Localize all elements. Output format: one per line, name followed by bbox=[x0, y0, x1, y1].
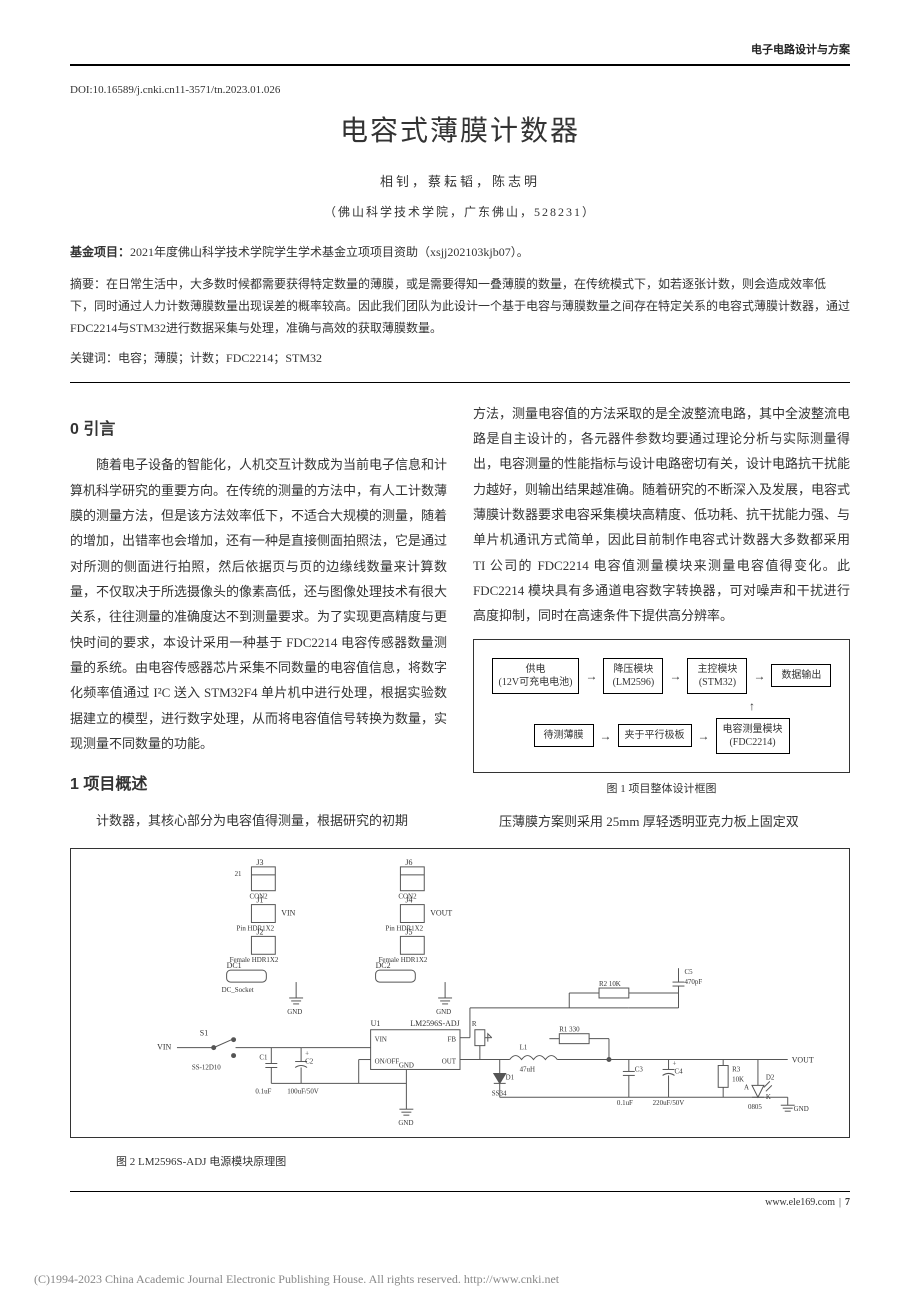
authors: 相钊，蔡耘韬，陈志明 bbox=[70, 170, 850, 194]
abstract-text: 在日常生活中，大多数时候都需要获得特定数量的薄膜，或是需要得知一叠薄膜的数量，在… bbox=[70, 277, 850, 335]
svg-text:U1: U1 bbox=[371, 1019, 381, 1028]
svg-text:470pF: 470pF bbox=[684, 978, 702, 986]
svg-text:220uF/50V: 220uF/50V bbox=[653, 1100, 685, 1108]
footer-page-number: 7 bbox=[845, 1194, 850, 1213]
header-rule bbox=[70, 64, 850, 66]
svg-text:47uH: 47uH bbox=[520, 1066, 535, 1074]
svg-text:FB: FB bbox=[448, 1036, 457, 1044]
footer-sep: | bbox=[839, 1194, 841, 1213]
right-column: 方法，测量电容值的方法采取的是全波整流电路，其中全波整流电路是自主设计的，各元器… bbox=[473, 401, 850, 835]
abstract-block: 摘要：在日常生活中，大多数时候都需要获得特定数量的薄膜，或是需要得知一叠薄膜的数… bbox=[70, 273, 850, 340]
keywords-block: 关键词：电容；薄膜；计数；FDC2214；STM32 bbox=[70, 347, 850, 369]
figure-1-diagram: 供电(12V可充电电池) → 降压模块(LM2596) → 主控模块(STM32… bbox=[473, 639, 850, 773]
keywords-label: 关键词： bbox=[70, 351, 118, 365]
svg-text:0805: 0805 bbox=[748, 1104, 762, 1112]
funding-label: 基金项目： bbox=[70, 245, 130, 259]
svg-text:GND: GND bbox=[399, 1062, 414, 1070]
copyright-line: (C)1994-2023 China Academic Journal Elec… bbox=[0, 1242, 920, 1290]
two-column-body: 0 引言 随着电子设备的智能化，人机交互计数成为当前电子信息和计算机科学研究的重… bbox=[70, 401, 850, 835]
figure-2-schematic: J3 21 CON2 J1 VIN Pin HDR1X2 J2 Female H… bbox=[70, 848, 850, 1138]
svg-text:21: 21 bbox=[235, 870, 242, 878]
svg-text:R1 330: R1 330 bbox=[559, 1026, 580, 1034]
doi-line: DOI:10.16589/j.cnki.cn11-3571/tn.2023.01… bbox=[70, 80, 850, 100]
svg-text:J5: J5 bbox=[405, 928, 412, 937]
right-col-p2: 压薄膜方案则采用 25mm 厚轻透明亚克力板上固定双 bbox=[473, 809, 850, 834]
svg-text:J3: J3 bbox=[256, 858, 263, 867]
affiliation: （佛山科学技术学院，广东佛山，528231） bbox=[70, 201, 850, 223]
svg-text:GND: GND bbox=[287, 1008, 302, 1016]
svg-text:C1: C1 bbox=[259, 1054, 268, 1062]
left-column: 0 引言 随着电子设备的智能化，人机交互计数成为当前电子信息和计算机科学研究的重… bbox=[70, 401, 447, 835]
diag-node-cap: 电容测量模块(FDC2214) bbox=[716, 718, 790, 754]
footer-url: www.ele169.com bbox=[765, 1194, 835, 1213]
funding-text: 2021年度佛山科学技术学院学生学术基金立项项目资助（xsjj202103kjb… bbox=[130, 245, 529, 259]
svg-text:D1: D1 bbox=[506, 1074, 515, 1082]
section-1-heading: 1 项目概述 bbox=[70, 770, 447, 800]
svg-text:SS-12D10: SS-12D10 bbox=[192, 1064, 221, 1072]
svg-text:LM2596S-ADJ: LM2596S-ADJ bbox=[410, 1019, 459, 1028]
arrow-right-icon: → bbox=[753, 670, 765, 682]
svg-text:C4: C4 bbox=[675, 1068, 684, 1076]
svg-text:C2: C2 bbox=[305, 1058, 314, 1066]
svg-text:C5: C5 bbox=[684, 969, 693, 977]
svg-text:+: + bbox=[673, 1060, 677, 1068]
diag-node-plate: 夹于平行极板 bbox=[618, 724, 692, 747]
diag-node-out: 数据输出 bbox=[771, 664, 831, 687]
figure-2-caption: 图 2 LM2596S-ADJ 电源模块原理图 bbox=[116, 1152, 850, 1172]
svg-text:J2: J2 bbox=[256, 928, 263, 937]
svg-text:D2: D2 bbox=[766, 1074, 775, 1082]
diag-node-film: 待测薄膜 bbox=[534, 724, 594, 747]
svg-text:0.1uF: 0.1uF bbox=[617, 1100, 633, 1108]
svg-text:0.1uF: 0.1uF bbox=[255, 1088, 271, 1096]
figure-1-caption: 图 1 项目整体设计框图 bbox=[473, 779, 850, 799]
svg-text:GND: GND bbox=[436, 1008, 451, 1016]
svg-text:DC2: DC2 bbox=[376, 962, 391, 971]
svg-text:L1: L1 bbox=[520, 1044, 528, 1052]
svg-text:DC1: DC1 bbox=[227, 962, 242, 971]
header-category: 电子电路设计与方案 bbox=[70, 40, 850, 64]
svg-text:S1: S1 bbox=[200, 1029, 208, 1038]
svg-text:100uF/50V: 100uF/50V bbox=[287, 1088, 319, 1096]
svg-text:R: R bbox=[472, 1020, 477, 1028]
svg-text:C3: C3 bbox=[635, 1066, 644, 1074]
svg-text:VOUT: VOUT bbox=[792, 1056, 814, 1065]
section-1-paragraph: 计数器，其核心部分为电容值得测量，根据研究的初期 bbox=[70, 808, 447, 833]
svg-text:R2 10K: R2 10K bbox=[599, 980, 621, 988]
arrow-right-icon: → bbox=[585, 670, 597, 682]
diag-node-power: 供电(12V可充电电池) bbox=[492, 658, 580, 694]
svg-text:GND: GND bbox=[794, 1106, 809, 1114]
arrow-right-icon: → bbox=[669, 670, 681, 682]
svg-text:J4: J4 bbox=[405, 896, 412, 905]
svg-text:R3: R3 bbox=[732, 1066, 741, 1074]
section-divider bbox=[70, 382, 850, 383]
svg-text:GND: GND bbox=[398, 1120, 413, 1128]
paper-title: 电容式薄膜计数器 bbox=[70, 105, 850, 157]
diag-node-mcu: 主控模块(STM32) bbox=[687, 658, 747, 694]
arrow-up-icon: ↑ bbox=[749, 700, 755, 712]
svg-text:VIN: VIN bbox=[281, 909, 295, 918]
svg-text:10K: 10K bbox=[732, 1076, 744, 1084]
svg-text:VIN: VIN bbox=[375, 1036, 387, 1044]
svg-text:DC_Socket: DC_Socket bbox=[222, 986, 254, 994]
right-col-p1: 方法，测量电容值的方法采取的是全波整流电路，其中全波整流电路是自主设计的，各元器… bbox=[473, 401, 850, 629]
arrow-right-icon: → bbox=[698, 730, 710, 742]
section-0-paragraph: 随着电子设备的智能化，人机交互计数成为当前电子信息和计算机科学研究的重要方向。在… bbox=[70, 452, 447, 756]
svg-text:VOUT: VOUT bbox=[430, 909, 452, 918]
svg-text:+: + bbox=[305, 1050, 309, 1058]
funding-block: 基金项目：2021年度佛山科学技术学院学生学术基金立项项目资助（xsjj2021… bbox=[70, 241, 850, 263]
page: 电子电路设计与方案 DOI:10.16589/j.cnki.cn11-3571/… bbox=[0, 0, 920, 1242]
section-0-heading: 0 引言 bbox=[70, 415, 447, 445]
page-footer: www.ele169.com | 7 bbox=[70, 1192, 850, 1213]
svg-text:A: A bbox=[744, 1084, 749, 1092]
svg-text:J6: J6 bbox=[405, 858, 412, 867]
svg-text:VIN: VIN bbox=[157, 1043, 171, 1052]
diag-node-buck: 降压模块(LM2596) bbox=[603, 658, 663, 694]
arrow-right-icon: → bbox=[600, 730, 612, 742]
svg-text:ON/OFF: ON/OFF bbox=[375, 1058, 400, 1066]
keywords-text: 电容；薄膜；计数；FDC2214；STM32 bbox=[118, 351, 322, 365]
svg-text:OUT: OUT bbox=[442, 1058, 457, 1066]
svg-text:J1: J1 bbox=[256, 896, 263, 905]
abstract-label: 摘要： bbox=[70, 277, 106, 291]
